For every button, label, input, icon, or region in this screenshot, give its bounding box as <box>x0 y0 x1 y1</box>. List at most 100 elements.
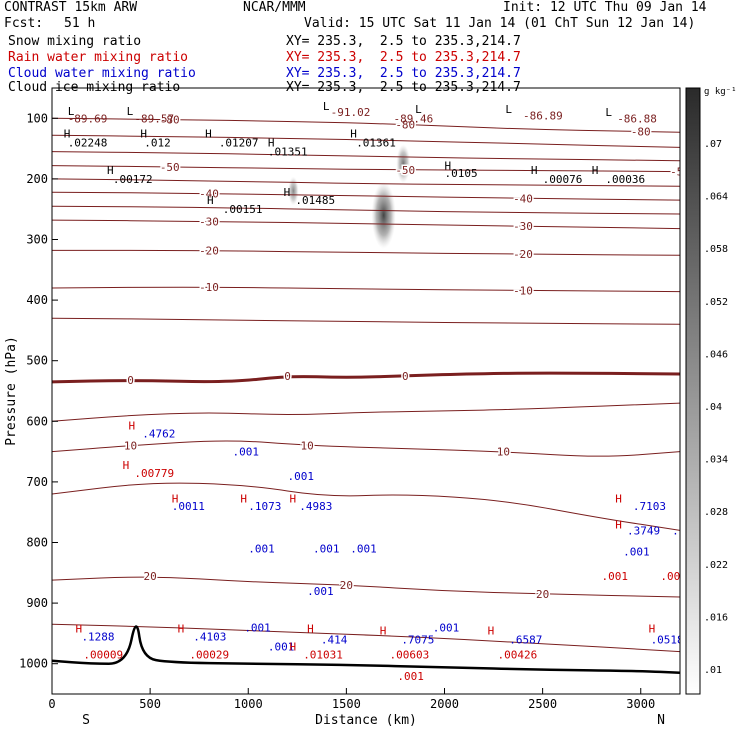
cloud-water-label-6: .001 <box>248 543 275 556</box>
cloud-water-label-17: .6587 <box>509 633 542 646</box>
extremum-marker-25: H <box>307 623 314 636</box>
temperature-contour-label-15-0: 20 <box>144 570 157 583</box>
extremum-marker-15: H <box>531 164 538 177</box>
field-xy-snow: XY= 235.3, 2.5 to 235.3,214.7 <box>286 34 521 49</box>
colorbar-label-8: .022 <box>704 560 728 571</box>
y-tick-label-0: 100 <box>26 111 48 125</box>
snow-maximum-2 <box>288 176 299 206</box>
cloud-water-label-7: .001 <box>313 543 340 556</box>
cloud-water-label-8: .001 <box>350 543 377 556</box>
cloud-water-label-0: .4762 <box>142 427 175 440</box>
cloud-water-label-14: .414 <box>321 633 348 646</box>
cloud-ice-label-10: .00036 <box>605 173 645 186</box>
temperature-contour-6 <box>52 205 680 215</box>
rain-water-label-1: .00009 <box>83 649 123 662</box>
temperature-contour-label-13-2: 10 <box>497 446 510 459</box>
y-tick-label-3: 400 <box>26 293 48 307</box>
cloud-water-label-3: .1073 <box>248 500 281 513</box>
y-tick-label-9: 1000 <box>19 657 48 671</box>
temperature-contour-11 <box>52 371 680 384</box>
extremum-marker-17: H <box>129 420 136 433</box>
x-tick-label-3: 1500 <box>332 697 361 711</box>
cloud-water-label-11: .4103 <box>193 630 226 643</box>
temperature-min-label-0: -89.69 <box>68 112 108 125</box>
x-end-label-left: S <box>82 713 90 728</box>
cloud-water-label-18: .7103 <box>633 500 666 513</box>
extremum-marker-20: H <box>240 492 247 505</box>
colorbar-label-0: .07 <box>704 139 722 150</box>
terrain-line <box>52 625 680 675</box>
cloud-ice-label-3: .01351 <box>268 146 308 159</box>
forecast-label: Fcst: <box>4 16 44 31</box>
extremum-marker-23: H <box>178 623 185 636</box>
y-tick-label-7: 800 <box>26 536 48 550</box>
x-tick-label-5: 2500 <box>528 697 557 711</box>
colorbar-label-9: .016 <box>704 612 728 623</box>
extremum-marker-5: L <box>605 106 612 119</box>
cloud-ice-label-5: .00172 <box>113 173 153 186</box>
temperature-contour-9 <box>52 286 680 293</box>
temperature-min-label-4: -86.89 <box>523 109 563 122</box>
temperature-contour-label-3-1: -50 <box>395 164 415 177</box>
colorbar-label-6: .034 <box>704 455 728 466</box>
colorbar <box>685 87 701 695</box>
temperature-contour-label-11-0: 0 <box>127 374 134 387</box>
cloud-ice-label-6: .00151 <box>223 203 263 216</box>
rain-water-label-2: .00029 <box>189 649 229 662</box>
colorbar-label-4: .046 <box>704 349 728 360</box>
cloud-ice-label-4: .01361 <box>356 137 396 150</box>
extremum-marker-30: H <box>649 623 656 636</box>
temperature-contour-14 <box>52 482 680 531</box>
x-tick-label-4: 2000 <box>430 697 459 711</box>
temperature-contour-8 <box>52 249 680 256</box>
cloud-water-label-4: .001 <box>288 470 315 483</box>
extremum-marker-6: H <box>64 127 71 140</box>
cloud-ice-label-0: .02248 <box>68 137 108 150</box>
cloud-ice-label-2: .01207 <box>219 137 259 150</box>
temperature-contour-0 <box>52 117 680 133</box>
extremum-marker-22: H <box>76 623 83 636</box>
extremum-marker-3: L <box>415 103 422 116</box>
rain-water-label-8: .001 <box>660 570 687 583</box>
y-tick-label-8: 900 <box>26 596 48 610</box>
colorbar-label-7: .028 <box>704 507 728 518</box>
temperature-contour-label-13-0: 10 <box>124 440 137 453</box>
cloud-ice-label-8: .0105 <box>445 167 478 180</box>
temperature-contour-label-0-1: -80 <box>395 118 415 131</box>
colorbar-label-5: .04 <box>704 402 722 413</box>
center-title: NCAR/MMM <box>243 0 306 15</box>
extremum-marker-28: H <box>615 492 622 505</box>
temperature-contour-12 <box>52 402 680 422</box>
temperature-contour-label-11-1: 0 <box>284 370 291 383</box>
temperature-contour-label-7-0: -30 <box>199 215 219 228</box>
field-xy-cloud-water: XY= 235.3, 2.5 to 235.3,214.7 <box>286 66 521 81</box>
temperature-contour-15 <box>52 576 680 598</box>
cloud-water-label-20: .001 <box>623 546 650 559</box>
field-name-rain: Rain water mixing ratio <box>8 50 189 65</box>
temperature-contour-label-3-2: -50 <box>670 166 690 179</box>
y-tick-label-6: 700 <box>26 475 48 489</box>
temperature-min-label-5: -86.88 <box>617 112 657 125</box>
temperature-contour-label-3-0: -50 <box>160 161 180 174</box>
cloud-water-label-19: .3749 <box>627 524 660 537</box>
valid-time: Valid: 15 UTC Sat 11 Jan 14 (01 ChT Sun … <box>304 16 696 31</box>
cloud-water-label-5: .4983 <box>299 500 332 513</box>
extremum-marker-11: H <box>107 164 114 177</box>
extremum-marker-14: H <box>445 160 452 173</box>
temperature-contour-2 <box>52 151 680 162</box>
field-xy-rain: XY= 235.3, 2.5 to 235.3,214.7 <box>286 50 521 65</box>
colorbar-label-1: .064 <box>704 192 728 203</box>
temperature-contour-4 <box>52 178 680 187</box>
cloud-water-label-22: .0518 <box>651 633 684 646</box>
extremum-marker-27: H <box>488 624 495 637</box>
x-axis-label: Distance (km) <box>315 713 417 728</box>
extremum-marker-10: H <box>350 127 357 140</box>
cloud-water-label-12: .001 <box>244 621 271 634</box>
cloud-water-label-13: .001 <box>268 641 295 654</box>
temperature-contour-label-8-1: -20 <box>513 248 533 261</box>
extremum-marker-21: H <box>289 492 296 505</box>
extremum-marker-2: L <box>323 100 330 113</box>
extremum-marker-16: H <box>592 164 599 177</box>
temperature-contour-5 <box>52 191 680 201</box>
